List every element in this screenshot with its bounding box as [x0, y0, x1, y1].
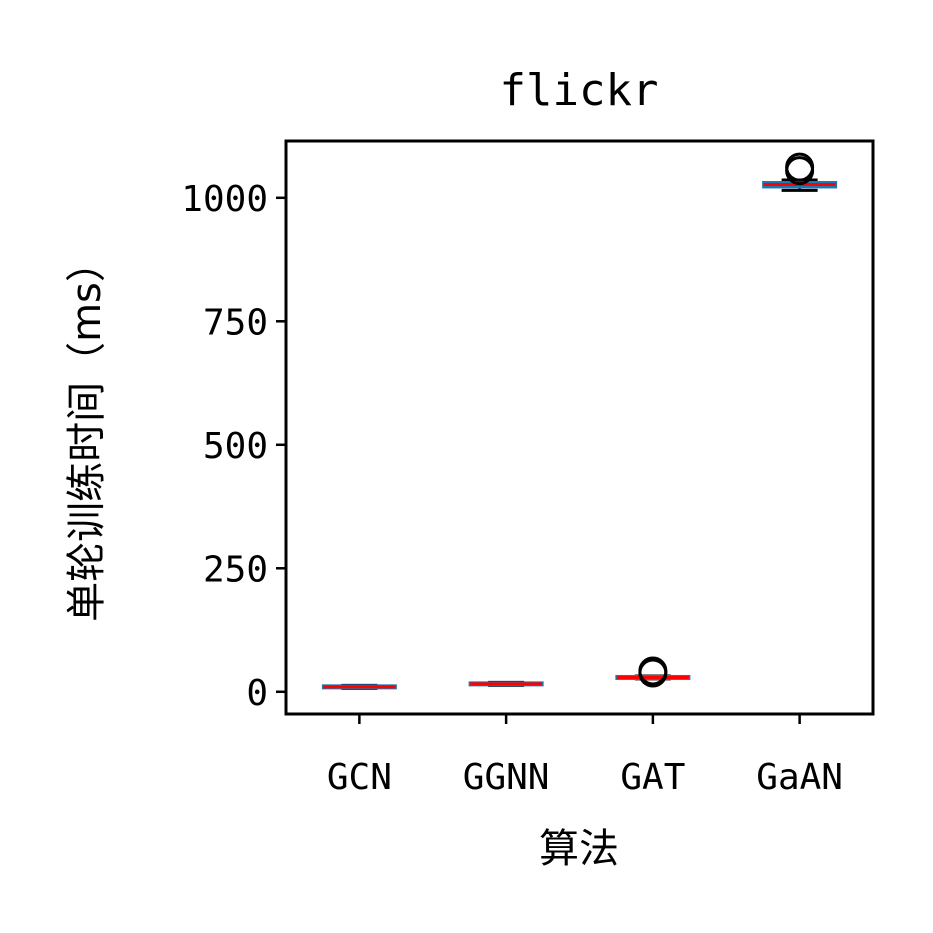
y-tick-label: 250 [203, 549, 268, 590]
y-tick-label: 1000 [181, 179, 268, 220]
x-axis-label: 算法 [539, 826, 619, 872]
box-group [468, 680, 544, 687]
y-axis-label: 单轮训练时间（ms） [64, 242, 110, 622]
x-tick-label: GAT [620, 757, 685, 798]
y-tick-label: 750 [203, 302, 268, 343]
x-tick-label: GCN [327, 757, 392, 798]
box-group [762, 152, 838, 192]
x-tick-label: GaAN [756, 757, 843, 798]
box-group [321, 683, 397, 690]
y-tick-label: 0 [246, 673, 268, 714]
outlier-point [785, 152, 815, 182]
outlier-point [638, 656, 668, 686]
y-axis: 0 250 500 750 1000 [181, 179, 286, 714]
chart-title: flickr [500, 65, 659, 116]
y-tick-label: 500 [203, 426, 268, 467]
box-group [615, 656, 691, 688]
plot-frame [284, 139, 875, 716]
x-axis: GCN GGNN GAT GaAN [327, 714, 843, 798]
plot-area [321, 152, 838, 690]
x-tick-label: GGNN [463, 757, 550, 798]
